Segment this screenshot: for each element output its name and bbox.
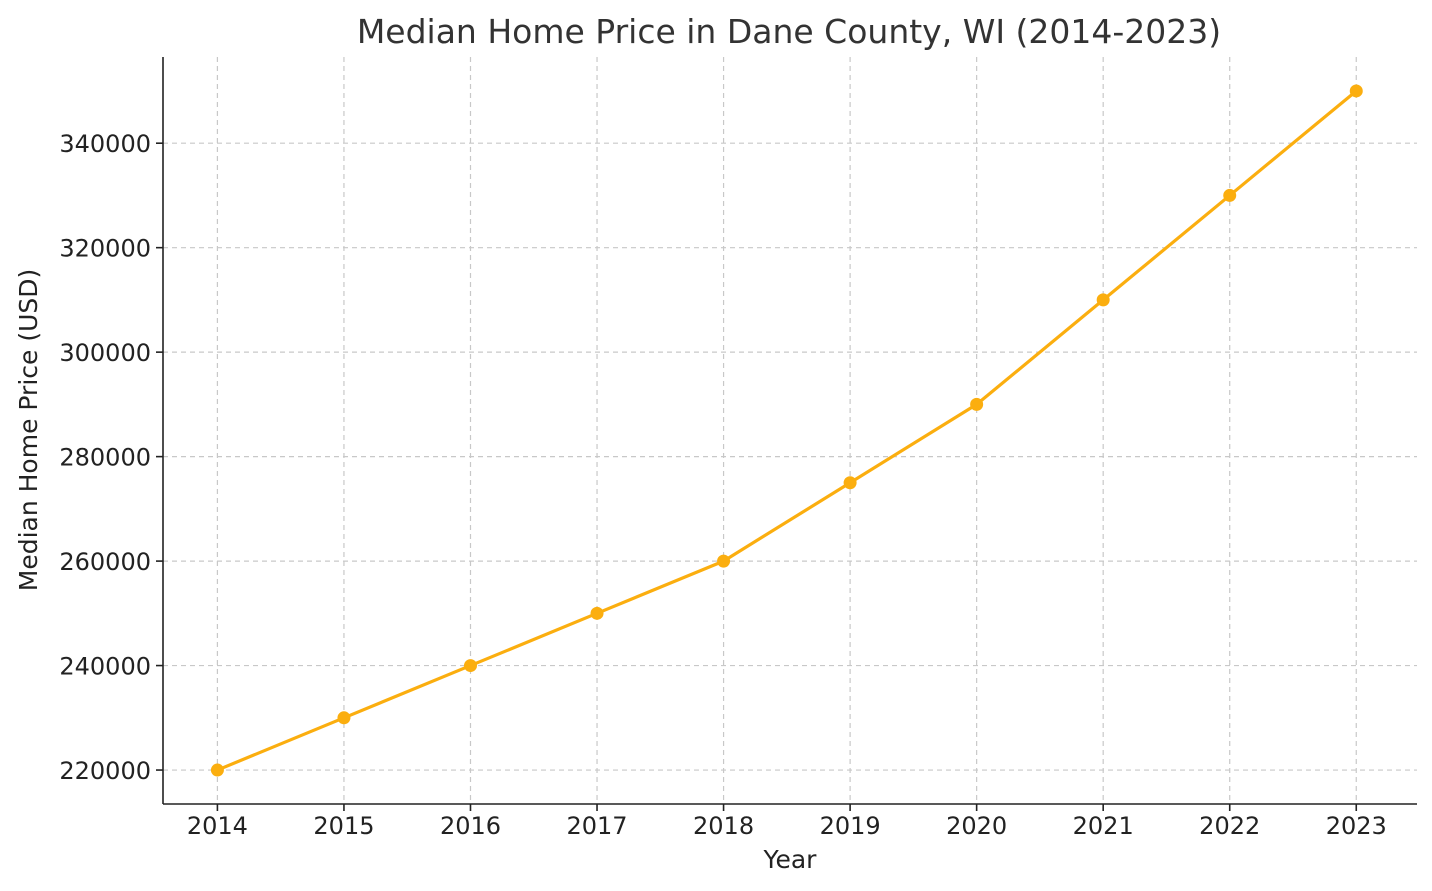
data-point (337, 711, 351, 725)
data-point (843, 476, 857, 490)
grid (163, 57, 1417, 804)
data-point (1223, 188, 1237, 202)
y-tick-label: 220000 (59, 757, 151, 785)
y-tick-label: 340000 (59, 130, 151, 158)
data-point (1096, 293, 1110, 307)
series-line (215, 89, 1358, 772)
axes (162, 57, 1417, 805)
x-tick-label: 2021 (1073, 812, 1134, 840)
y-axis-label: Median Home Price (USD) (14, 269, 43, 592)
y-tick-label: 280000 (59, 444, 151, 472)
y-tick-label: 260000 (59, 548, 151, 576)
chart-title: Median Home Price in Dane County, WI (20… (357, 12, 1221, 51)
x-tick-label: 2022 (1199, 812, 1260, 840)
data-point (1349, 84, 1363, 98)
data-point (210, 763, 224, 777)
y-tick-label: 240000 (59, 653, 151, 681)
x-tick-label: 2015 (313, 812, 374, 840)
series (210, 84, 1363, 777)
x-tick-label: 2019 (820, 812, 881, 840)
x-tick-label: 2014 (187, 812, 248, 840)
y-axis-ticks: 220000 240000 260000 280000 300000 320000 3400… (59, 130, 163, 785)
x-tick-label: 2020 (946, 812, 1007, 840)
y-tick-label: 300000 (59, 339, 151, 367)
x-tick-label: 2016 (440, 812, 501, 840)
x-tick-label: 2017 (566, 812, 627, 840)
data-point (717, 554, 731, 568)
data-point (970, 397, 984, 411)
data-point (590, 606, 604, 620)
data-point (463, 659, 477, 673)
x-tick-label: 2018 (693, 812, 754, 840)
x-axis-ticks: 2014 2015 2016 2017 2018 2019 2020 2021 2022 2023 (187, 804, 1387, 840)
y-tick-label: 320000 (59, 235, 151, 263)
x-tick-label: 2023 (1326, 812, 1387, 840)
x-axis-label: Year (763, 845, 818, 874)
